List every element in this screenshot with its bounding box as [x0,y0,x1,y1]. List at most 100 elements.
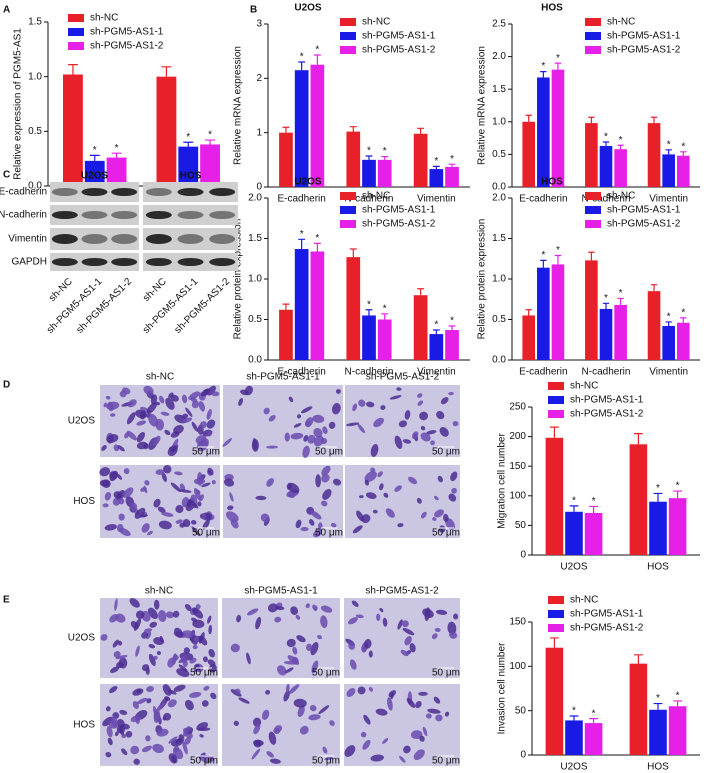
cell [208,664,217,673]
blot-lane-label: sh-NC [47,276,75,304]
cell [206,385,216,396]
micrograph-row-label: HOS [73,496,95,507]
cell [164,696,171,701]
cell [173,654,179,661]
significance-mark: * [592,496,596,507]
error-bar [381,313,389,320]
cell [315,474,322,488]
blot-lane-label: sh-PGM5-AS1-2 [173,276,233,336]
cell [364,471,377,482]
cell [370,443,379,458]
bar [279,309,293,360]
cell [365,492,377,499]
bar [662,154,675,187]
cell [153,599,160,610]
error-bar [298,238,306,250]
bar [629,663,648,755]
y-tick-label: 3 [256,19,262,30]
y-axis-label: Relative protein expression [477,219,488,340]
cell [223,478,235,487]
cell [113,491,123,499]
cell [437,475,443,483]
legend-label: sh-PGM5-AS1-1 [90,27,164,38]
blot-band [111,211,138,219]
cell [193,488,201,501]
cell [184,699,194,711]
cell [191,421,199,432]
cell [286,638,296,648]
cell [322,489,332,500]
cell [153,498,161,508]
error-bar [313,54,321,65]
cells [99,465,216,537]
error-bar [554,254,562,265]
cell [365,401,375,408]
y-tick-label: 0 [520,550,526,561]
cell [238,697,250,704]
blot-band [209,258,236,266]
cell [200,388,211,397]
error-bar [365,309,373,316]
cell [332,478,342,486]
cell [146,631,152,640]
y-tick-label: 100 [509,661,526,672]
y-tick-label: 50 [515,520,527,531]
cell [313,427,323,438]
panel-letter: D [3,380,10,391]
bar [647,123,661,187]
bar [599,145,613,187]
bar [551,69,565,187]
y-tick-label: 1.0 [492,274,506,285]
cell [400,649,409,657]
x-tick-label: Vimentin [417,194,456,205]
legend-swatch [548,410,564,418]
cell [125,730,133,738]
error-bar [617,297,624,305]
cell [321,465,331,476]
bar [629,444,648,555]
blot-band [177,211,204,219]
cell [247,608,259,616]
cell [135,610,145,620]
legend-label: sh-PGM5-AS1-2 [570,623,644,634]
cell [329,720,335,726]
cell [435,714,443,722]
blot-band [209,211,236,219]
cell [164,429,171,436]
cell [141,523,150,533]
cell [203,685,210,691]
blot-lane-label: sh-PGM5-AS1-2 [75,276,135,336]
cell [324,756,333,761]
cell [404,636,412,646]
cell [308,714,321,721]
cell [127,399,137,408]
cell [238,397,244,406]
significance-mark: * [667,139,671,150]
cell [167,445,178,457]
panel-letter: A [3,5,10,16]
legend-label: sh-PGM5-AS1-1 [362,205,436,216]
significance-mark: * [115,143,119,154]
significance-mark: * [315,233,319,244]
error-bar [650,284,658,292]
x-tick-label: N-cadherin [345,194,394,205]
cell [173,745,179,753]
y-tick-label: 150 [509,617,526,628]
bar [429,169,444,187]
cell [355,614,364,619]
cell [401,620,409,628]
error-bar [161,66,172,77]
cell [116,661,124,669]
cell [268,415,276,422]
cell [182,726,191,737]
error-bar [349,126,357,132]
cell [251,439,259,452]
cell [105,751,112,758]
bar [362,159,376,187]
blot-band [145,258,172,266]
cell [191,400,200,409]
cell [322,746,328,754]
cell [388,690,397,698]
cell [109,685,118,694]
cell [179,489,192,493]
